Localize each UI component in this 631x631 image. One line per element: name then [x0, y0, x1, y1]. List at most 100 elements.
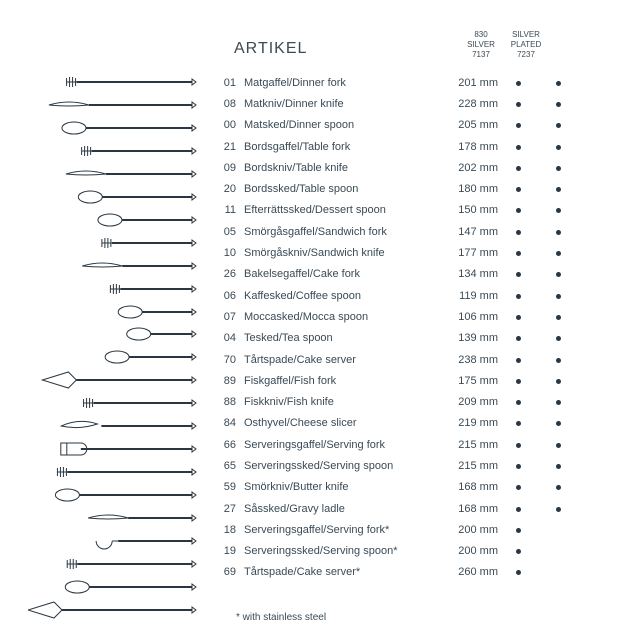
article-size: 178 mm: [438, 141, 498, 153]
dot-silver: [498, 247, 538, 259]
dot-plated: [538, 460, 578, 472]
table-row: 05Smörgåsgaffel/Sandwich fork147 mm: [212, 221, 592, 242]
article-name: Såssked/Gravy ladle: [236, 503, 438, 515]
dot-silver: [498, 119, 538, 131]
utensil-icon: [28, 370, 198, 390]
table-row: 06Kaffesked/Coffee spoon119 mm: [212, 285, 592, 306]
table-row: 89Fiskgaffel/Fish fork175 mm: [212, 370, 592, 391]
dot-silver: [498, 332, 538, 344]
dot-silver: [498, 524, 538, 536]
dot-silver: [498, 417, 538, 429]
article-name: Matsked/Dinner spoon: [236, 119, 438, 131]
article-name: Tårtspade/Cake server: [236, 354, 438, 366]
article-table: 01Matgaffel/Dinner fork201 mm08Matkniv/D…: [212, 72, 592, 583]
article-size: 260 mm: [438, 566, 498, 578]
article-name: Serveringsgaffel/Serving fork*: [236, 524, 438, 536]
utensil-icon: [28, 324, 198, 344]
column-header-silver: 830SILVER7137: [463, 30, 499, 60]
article-number: 10: [212, 247, 236, 259]
dot-plated: [538, 332, 578, 344]
dot-silver: [498, 354, 538, 366]
dot-silver: [498, 375, 538, 387]
article-size: 219 mm: [438, 417, 498, 429]
table-row: 20Bordssked/Table spoon180 mm: [212, 178, 592, 199]
article-size: 134 mm: [438, 268, 498, 280]
article-number: 04: [212, 332, 236, 344]
article-number: 69: [212, 566, 236, 578]
article-number: 65: [212, 460, 236, 472]
utensil-icon: [28, 393, 198, 413]
dot-plated: [538, 141, 578, 153]
table-row: 01Matgaffel/Dinner fork201 mm: [212, 72, 592, 93]
article-name: Bakelsegaffel/Cake fork: [236, 268, 438, 280]
table-row: 21Bordsgaffel/Table fork178 mm: [212, 136, 592, 157]
article-number: 01: [212, 77, 236, 89]
article-name: Serveringssked/Serving spoon*: [236, 545, 438, 557]
article-name: Efterrättssked/Dessert spoon: [236, 204, 438, 216]
dot-silver: [498, 226, 538, 238]
article-number: 19: [212, 545, 236, 557]
dot-plated: [538, 375, 578, 387]
utensil-icon: [28, 439, 198, 459]
article-size: 228 mm: [438, 98, 498, 110]
article-name: Tesked/Tea spoon: [236, 332, 438, 344]
article-number: 09: [212, 162, 236, 174]
table-row: 10Smörgåskniv/Sandwich knife177 mm: [212, 242, 592, 263]
dot-silver: [498, 460, 538, 472]
utensil-icon: [28, 279, 198, 299]
utensil-icon: [28, 302, 198, 322]
article-name: Fiskgaffel/Fish fork: [236, 375, 438, 387]
dot-silver: [498, 268, 538, 280]
article-number: 18: [212, 524, 236, 536]
column-header-plated: SILVERPLATED7237: [508, 30, 544, 60]
footnote: * with stainless steel: [236, 612, 326, 623]
article-number: 00: [212, 119, 236, 131]
dot-silver: [498, 77, 538, 89]
article-size: 150 mm: [438, 204, 498, 216]
article-size: 180 mm: [438, 183, 498, 195]
dot-plated: [538, 77, 578, 89]
article-number: 20: [212, 183, 236, 195]
article-number: 11: [212, 204, 236, 216]
utensil-icon: [28, 600, 198, 620]
article-name: Serveringsgaffel/Serving fork: [236, 439, 438, 451]
article-number: 06: [212, 290, 236, 302]
utensil-icon: [28, 577, 198, 597]
article-name: Smörgåsgaffel/Sandwich fork: [236, 226, 438, 238]
utensil-icon: [28, 95, 198, 115]
article-size: 201 mm: [438, 77, 498, 89]
article-size: 139 mm: [438, 332, 498, 344]
dot-plated: [538, 503, 578, 515]
dot-silver: [498, 290, 538, 302]
utensil-illustrations: [28, 72, 198, 620]
utensil-icon: [28, 485, 198, 505]
article-size: 215 mm: [438, 460, 498, 472]
dot-plated: [538, 119, 578, 131]
utensil-icon: [28, 72, 198, 92]
article-size: 119 mm: [438, 290, 498, 302]
dot-silver: [498, 481, 538, 493]
article-number: 05: [212, 226, 236, 238]
utensil-icon: [28, 187, 198, 207]
article-name: Serveringssked/Serving spoon: [236, 460, 438, 472]
article-name: Moccasked/Mocca spoon: [236, 311, 438, 323]
dot-plated: [538, 268, 578, 280]
article-size: 238 mm: [438, 354, 498, 366]
article-number: 66: [212, 439, 236, 451]
table-row: 07Moccasked/Mocca spoon106 mm: [212, 306, 592, 327]
article-name: Smörkniv/Butter knife: [236, 481, 438, 493]
table-row: 65Serveringssked/Serving spoon215 mm: [212, 455, 592, 476]
article-size: 147 mm: [438, 226, 498, 238]
article-name: Osthyvel/Cheese slicer: [236, 417, 438, 429]
dot-plated: [538, 481, 578, 493]
article-number: 59: [212, 481, 236, 493]
dot-silver: [498, 141, 538, 153]
article-size: 106 mm: [438, 311, 498, 323]
table-row: 59Smörkniv/Butter knife168 mm: [212, 477, 592, 498]
article-size: 175 mm: [438, 375, 498, 387]
article-name: Kaffesked/Coffee spoon: [236, 290, 438, 302]
table-row: 19Serveringssked/Serving spoon*200 mm: [212, 541, 592, 562]
article-size: 168 mm: [438, 481, 498, 493]
article-number: 07: [212, 311, 236, 323]
article-size: 200 mm: [438, 545, 498, 557]
